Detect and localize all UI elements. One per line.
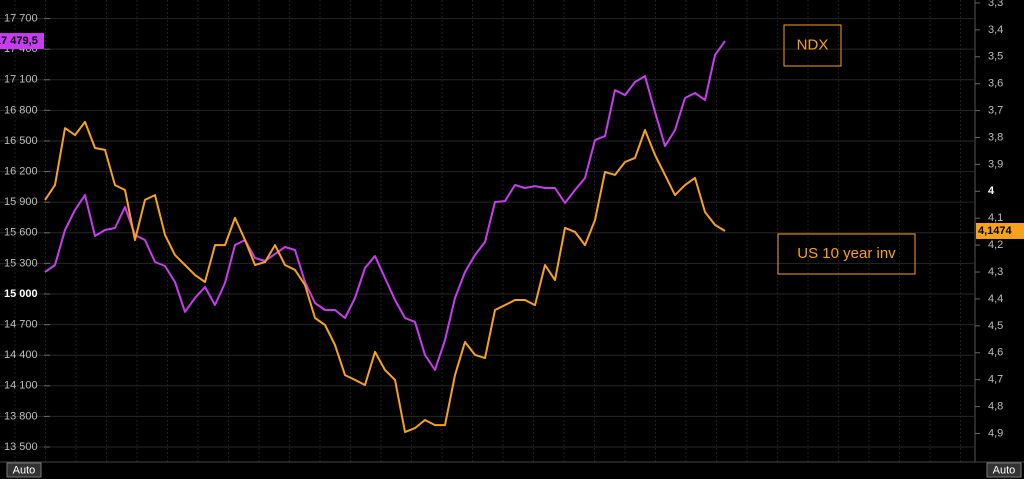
y-tick-label: 16 800 (4, 104, 38, 116)
last-value-label: 4,1474 (978, 225, 1013, 237)
y2-tick-label: 4,3 (988, 266, 1003, 278)
y2-tick-label: 3,5 (988, 51, 1003, 63)
y2-tick-label: 4,9 (988, 427, 1003, 439)
y-tick-label: 14 700 (4, 318, 38, 330)
y-tick-label: 13 500 (4, 441, 38, 453)
y2-tick-label: 4,8 (988, 400, 1003, 412)
auto-button-label[interactable]: Auto (993, 464, 1016, 476)
y2-tick-label: 3,6 (988, 78, 1003, 90)
y-tick-label: 16 500 (4, 135, 38, 147)
y-tick-label: 16 200 (4, 165, 38, 177)
last-value-label: 17 479,5 (0, 35, 38, 47)
y2-tick-label: 3,3 (988, 0, 1003, 9)
y-tick-label: 15 900 (4, 196, 38, 208)
y2-tick-label: 3,8 (988, 131, 1003, 143)
last-value-tag: 4,1474 (976, 222, 1024, 239)
y-tick-label: 13 800 (4, 410, 38, 422)
vertical-grid (14, 0, 961, 462)
y2-tick-label: 4,5 (988, 320, 1003, 332)
y-tick-label: 15 000 (4, 288, 38, 300)
y2-tick-label: 4,7 (988, 374, 1003, 386)
y-tick-label: 17 700 (4, 12, 38, 24)
y2-tick-label: 4 (988, 185, 995, 197)
legend-text: US 10 year inv (797, 245, 896, 262)
auto-button[interactable] (6, 462, 42, 478)
y2-tick-label: 4,6 (988, 347, 1003, 359)
last-value-tag: 17 479,5 (0, 33, 44, 50)
y-tick-label: 14 100 (4, 380, 38, 392)
y-tick-label: 15 300 (4, 257, 38, 269)
y2-tick-label: 3,9 (988, 158, 1003, 170)
legend-text: NDX (797, 36, 829, 53)
last-value-box (0, 33, 44, 50)
y-tick-label: 15 600 (4, 227, 38, 239)
legend-box (783, 24, 842, 67)
y-tick-label: 14 400 (4, 349, 38, 361)
y2-tick-label: 4,1 (988, 212, 1003, 224)
auto-button[interactable] (986, 462, 1022, 478)
auto-button-label[interactable]: Auto (13, 464, 36, 476)
series-line (44, 40, 726, 371)
y2-tick-label: 3,4 (988, 24, 1003, 36)
y2-tick-label: 4,2 (988, 239, 1003, 251)
y-tick-label: 17 100 (4, 74, 38, 86)
last-value-box (976, 222, 1024, 239)
y2-tick-label: 4,4 (988, 293, 1003, 305)
series-line (44, 120, 726, 434)
legend-box (777, 233, 916, 275)
y2-tick-label: 3,7 (988, 104, 1003, 116)
